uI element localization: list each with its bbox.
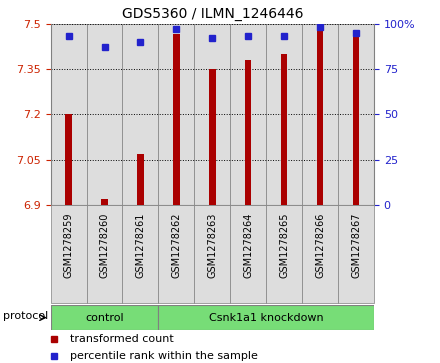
Text: GSM1278263: GSM1278263 bbox=[207, 213, 217, 278]
Bar bbox=[266, 24, 302, 205]
Bar bbox=[137, 154, 144, 205]
FancyBboxPatch shape bbox=[158, 305, 374, 330]
Bar bbox=[317, 24, 323, 205]
Text: GSM1278262: GSM1278262 bbox=[171, 213, 181, 278]
Title: GDS5360 / ILMN_1246446: GDS5360 / ILMN_1246446 bbox=[121, 7, 303, 21]
FancyBboxPatch shape bbox=[87, 205, 122, 303]
Text: GSM1278267: GSM1278267 bbox=[351, 213, 361, 278]
Text: GSM1278261: GSM1278261 bbox=[136, 213, 146, 278]
Bar bbox=[87, 24, 122, 205]
FancyBboxPatch shape bbox=[122, 205, 158, 303]
Text: Csnk1a1 knockdown: Csnk1a1 knockdown bbox=[209, 313, 323, 323]
Bar bbox=[209, 69, 216, 205]
Bar bbox=[122, 24, 158, 205]
Bar bbox=[194, 24, 230, 205]
Text: GSM1278265: GSM1278265 bbox=[279, 213, 289, 278]
Bar bbox=[230, 24, 266, 205]
Text: transformed count: transformed count bbox=[70, 334, 174, 344]
FancyBboxPatch shape bbox=[158, 205, 194, 303]
Bar bbox=[302, 24, 338, 205]
Text: GSM1278259: GSM1278259 bbox=[63, 213, 73, 278]
Bar bbox=[173, 34, 180, 205]
FancyBboxPatch shape bbox=[51, 305, 158, 330]
Text: protocol: protocol bbox=[3, 311, 48, 321]
Bar bbox=[101, 199, 108, 205]
FancyBboxPatch shape bbox=[266, 205, 302, 303]
Text: GSM1278260: GSM1278260 bbox=[99, 213, 110, 278]
Text: GSM1278264: GSM1278264 bbox=[243, 213, 253, 278]
Bar bbox=[245, 60, 252, 205]
Bar bbox=[158, 24, 194, 205]
Bar bbox=[338, 24, 374, 205]
Text: percentile rank within the sample: percentile rank within the sample bbox=[70, 351, 258, 361]
Bar bbox=[353, 34, 359, 205]
Text: control: control bbox=[85, 313, 124, 323]
FancyBboxPatch shape bbox=[302, 205, 338, 303]
Text: GSM1278266: GSM1278266 bbox=[315, 213, 325, 278]
FancyBboxPatch shape bbox=[194, 205, 230, 303]
Bar bbox=[281, 54, 287, 205]
FancyBboxPatch shape bbox=[338, 205, 374, 303]
FancyBboxPatch shape bbox=[51, 205, 87, 303]
Bar bbox=[65, 114, 72, 205]
FancyBboxPatch shape bbox=[230, 205, 266, 303]
Bar bbox=[51, 24, 87, 205]
